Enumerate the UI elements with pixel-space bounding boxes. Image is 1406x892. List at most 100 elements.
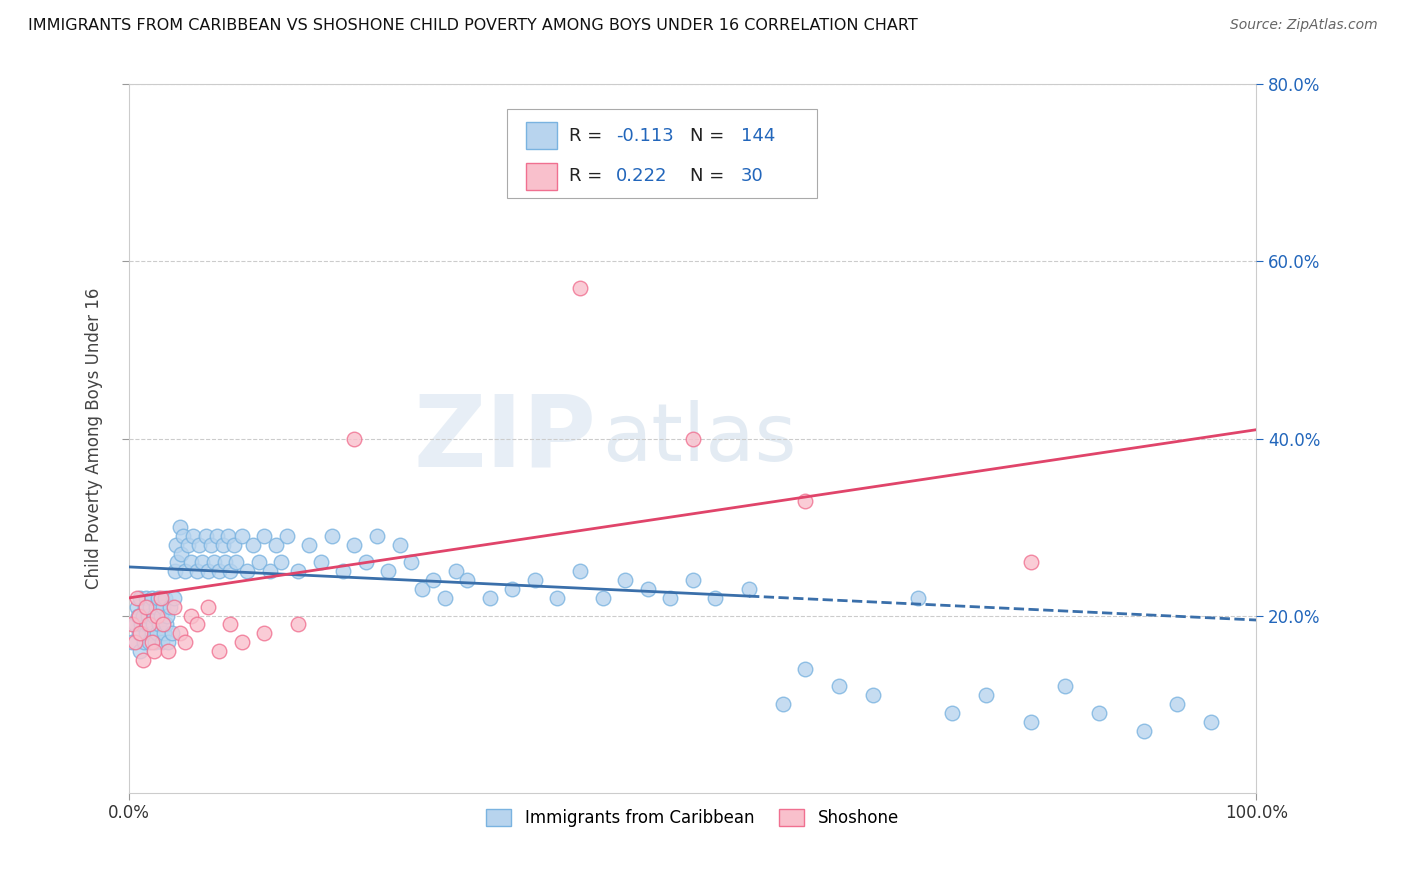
- Point: [134, 599, 156, 614]
- Point: [159, 599, 181, 614]
- Point: [1019, 714, 1042, 729]
- Point: [180, 608, 202, 623]
- Point: [143, 635, 166, 649]
- Point: [142, 608, 165, 623]
- Point: [208, 565, 231, 579]
- Point: [444, 565, 467, 579]
- Point: [309, 556, 332, 570]
- Point: [186, 617, 208, 632]
- Point: [146, 626, 169, 640]
- Point: [156, 608, 179, 623]
- Point: [974, 688, 997, 702]
- Point: [153, 591, 176, 605]
- Point: [1132, 723, 1154, 738]
- Point: [197, 599, 219, 614]
- Point: [1166, 697, 1188, 711]
- Point: [187, 538, 209, 552]
- Point: [231, 635, 253, 649]
- Point: [141, 626, 163, 640]
- Point: [135, 591, 157, 605]
- Point: [332, 565, 354, 579]
- FancyBboxPatch shape: [526, 122, 557, 149]
- Point: [287, 565, 309, 579]
- Point: [276, 529, 298, 543]
- Text: IMMIGRANTS FROM CARIBBEAN VS SHOSHONE CHILD POVERTY AMONG BOYS UNDER 16 CORRELAT: IMMIGRANTS FROM CARIBBEAN VS SHOSHONE CH…: [28, 18, 918, 33]
- Point: [125, 599, 148, 614]
- Point: [149, 591, 172, 605]
- Point: [219, 565, 242, 579]
- Point: [121, 617, 143, 632]
- Point: [141, 591, 163, 605]
- Point: [165, 538, 187, 552]
- Point: [253, 626, 276, 640]
- Point: [794, 662, 817, 676]
- Point: [150, 635, 173, 649]
- Point: [231, 529, 253, 543]
- Text: -0.113: -0.113: [616, 127, 673, 145]
- Point: [704, 591, 727, 605]
- Point: [242, 538, 264, 552]
- Point: [211, 538, 233, 552]
- Point: [141, 635, 163, 649]
- Point: [411, 582, 433, 596]
- Point: [131, 608, 153, 623]
- Point: [157, 635, 180, 649]
- Point: [163, 591, 186, 605]
- Point: [157, 644, 180, 658]
- Point: [225, 556, 247, 570]
- Point: [191, 556, 214, 570]
- Point: [197, 565, 219, 579]
- Point: [124, 635, 146, 649]
- Point: [149, 608, 172, 623]
- Point: [181, 529, 204, 543]
- Point: [1019, 556, 1042, 570]
- Point: [174, 565, 197, 579]
- Point: [772, 697, 794, 711]
- Point: [205, 529, 228, 543]
- Point: [298, 538, 321, 552]
- Point: [1087, 706, 1109, 720]
- Point: [169, 626, 191, 640]
- Point: [259, 565, 281, 579]
- Text: 144: 144: [741, 127, 776, 145]
- Point: [208, 644, 231, 658]
- Text: R =: R =: [568, 168, 607, 186]
- Point: [138, 617, 160, 632]
- Y-axis label: Child Poverty Among Boys Under 16: Child Poverty Among Boys Under 16: [86, 288, 103, 590]
- Point: [166, 556, 188, 570]
- Point: [145, 599, 167, 614]
- Point: [135, 599, 157, 614]
- Text: ZIP: ZIP: [413, 390, 598, 487]
- Point: [135, 626, 157, 640]
- Point: [194, 529, 217, 543]
- Point: [170, 547, 193, 561]
- Point: [153, 626, 176, 640]
- Point: [136, 617, 159, 632]
- Point: [862, 688, 884, 702]
- Point: [129, 626, 152, 640]
- Point: [121, 635, 143, 649]
- Point: [172, 529, 194, 543]
- Point: [146, 608, 169, 623]
- Point: [152, 599, 174, 614]
- Point: [139, 599, 162, 614]
- Point: [142, 644, 165, 658]
- Point: [180, 556, 202, 570]
- Point: [124, 617, 146, 632]
- Point: [377, 565, 399, 579]
- Point: [422, 573, 444, 587]
- Point: [682, 573, 704, 587]
- Point: [176, 538, 198, 552]
- Point: [129, 591, 152, 605]
- Point: [236, 565, 259, 579]
- Point: [738, 582, 761, 596]
- Point: [200, 538, 222, 552]
- Point: [287, 617, 309, 632]
- Point: [264, 538, 287, 552]
- Point: [129, 644, 152, 658]
- Point: [131, 617, 153, 632]
- Text: atlas: atlas: [603, 400, 797, 477]
- Point: [941, 706, 963, 720]
- FancyBboxPatch shape: [526, 163, 557, 190]
- Point: [568, 565, 591, 579]
